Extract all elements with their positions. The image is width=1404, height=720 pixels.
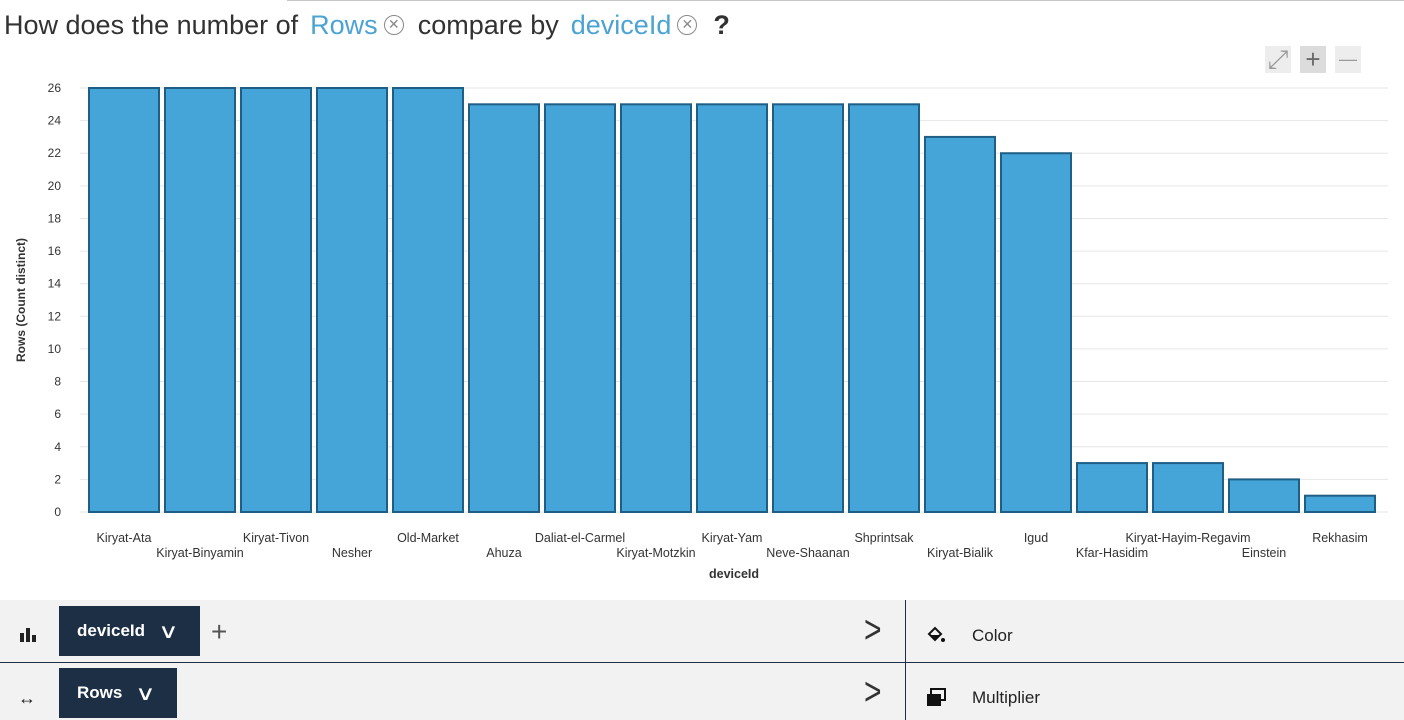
bar xyxy=(164,87,236,513)
bar xyxy=(696,103,768,514)
x-tick-label: Neve-Shaanan xyxy=(766,546,849,560)
bar xyxy=(88,87,160,513)
bar xyxy=(240,87,312,513)
x-tick-label: Daliat-el-Carmel xyxy=(535,531,625,545)
y-tick-label: 2 xyxy=(54,472,61,486)
x-tick-label: Nesher xyxy=(332,546,372,560)
chevron-right-icon[interactable]: > xyxy=(864,608,882,652)
top-border-line xyxy=(287,0,1404,1)
dimension-row xyxy=(0,600,1404,662)
bar xyxy=(924,135,996,514)
x-tick-label: Igud xyxy=(1024,531,1048,545)
x-tick-label: Ahuza xyxy=(486,546,521,560)
question-middle: compare by xyxy=(417,9,559,40)
chevron-down-icon[interactable]: ∨ xyxy=(158,620,179,643)
chevron-down-icon[interactable]: ∨ xyxy=(135,682,156,705)
y-tick-label: 20 xyxy=(48,179,62,193)
y-axis-label: Rows (Count distinct) xyxy=(14,238,28,362)
bar xyxy=(316,87,388,513)
bar xyxy=(392,87,464,513)
x-tick-label: Kiryat-Motzkin xyxy=(616,546,695,560)
y-tick-label: 18 xyxy=(48,211,62,225)
y-tick-label: 26 xyxy=(48,81,62,95)
x-tick-label: Kiryat-Binyamin xyxy=(156,546,244,560)
question-suffix: ? xyxy=(713,9,730,40)
y-tick-label: 24 xyxy=(48,114,62,128)
paint-bucket-icon[interactable] xyxy=(926,625,946,645)
chevron-right-icon[interactable]: > xyxy=(864,670,882,714)
bar xyxy=(1152,462,1224,514)
question-prefix: How does the number of xyxy=(4,9,299,40)
question-title: How does the number of Rows ✕ compare by… xyxy=(4,8,730,42)
row-divider xyxy=(0,662,1404,663)
bar xyxy=(544,103,616,514)
x-tick-label: Kiryat-Tivon xyxy=(243,531,309,545)
bar-chart-icon[interactable] xyxy=(20,626,38,642)
remove-dimension-icon[interactable]: ✕ xyxy=(677,15,698,35)
y-tick-label: 22 xyxy=(48,146,62,160)
measure-token[interactable]: Rows xyxy=(310,9,378,40)
measure-pill-label: Rows xyxy=(77,683,123,702)
swap-axis-icon[interactable]: ↔ xyxy=(18,688,36,708)
x-tick-label: Einstein xyxy=(1242,546,1287,560)
y-tick-label: 14 xyxy=(48,277,62,291)
panel-divider xyxy=(905,600,906,720)
x-tick-label: Shprintsak xyxy=(854,531,914,545)
x-tick-label: Old-Market xyxy=(397,531,459,545)
bar xyxy=(620,103,692,514)
dimension-token[interactable]: deviceId xyxy=(570,9,672,40)
x-tick-label: Rekhasim xyxy=(1312,531,1368,545)
x-tick-label: Kiryat-Yam xyxy=(702,531,763,545)
zoom-in-button[interactable]: + xyxy=(1300,44,1326,74)
bar xyxy=(848,103,920,514)
dimension-pill-label: deviceId xyxy=(77,621,146,640)
y-tick-label: 10 xyxy=(48,342,62,356)
bar xyxy=(468,103,540,514)
multiplier-icon[interactable] xyxy=(926,688,946,708)
measure-row xyxy=(0,663,1404,720)
x-tick-label: Kiryat-Hayim-Regavim xyxy=(1125,531,1250,545)
x-tick-label: Kiryat-Ata xyxy=(97,531,152,545)
x-tick-label: Kfar-Hasidim xyxy=(1076,546,1148,560)
bar xyxy=(1304,494,1376,514)
fit-view-icon[interactable]: ⤢ xyxy=(1265,44,1291,74)
bar xyxy=(1000,152,1072,513)
x-axis-label: deviceId xyxy=(709,567,759,581)
y-tick-label: 12 xyxy=(48,309,62,323)
bar xyxy=(1228,478,1300,513)
remove-measure-icon[interactable]: ✕ xyxy=(383,15,404,35)
y-tick-label: 6 xyxy=(54,407,61,421)
dimension-pill[interactable]: deviceId ∨ xyxy=(59,606,200,656)
multiplier-option[interactable]: Multiplier xyxy=(972,688,1041,707)
y-tick-label: 4 xyxy=(54,440,61,454)
bar xyxy=(772,103,844,514)
measure-pill[interactable]: Rows ∨ xyxy=(59,668,177,718)
y-tick-label: 0 xyxy=(54,505,61,519)
color-option[interactable]: Color xyxy=(972,626,1013,645)
add-dimension-button[interactable]: + xyxy=(211,616,228,647)
x-tick-label: Kiryat-Bialik xyxy=(927,546,994,560)
y-tick-label: 16 xyxy=(48,244,62,258)
bar xyxy=(1076,462,1148,514)
zoom-out-button[interactable]: — xyxy=(1335,46,1361,73)
y-tick-label: 8 xyxy=(54,375,61,389)
